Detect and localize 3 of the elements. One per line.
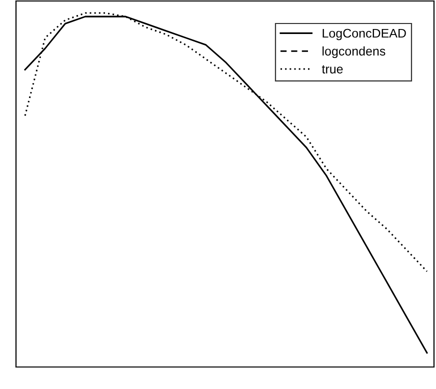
legend-label: logcondens <box>322 46 386 58</box>
legend-label: true <box>322 65 343 74</box>
legend-label: LogConcDEAD <box>322 28 406 40</box>
